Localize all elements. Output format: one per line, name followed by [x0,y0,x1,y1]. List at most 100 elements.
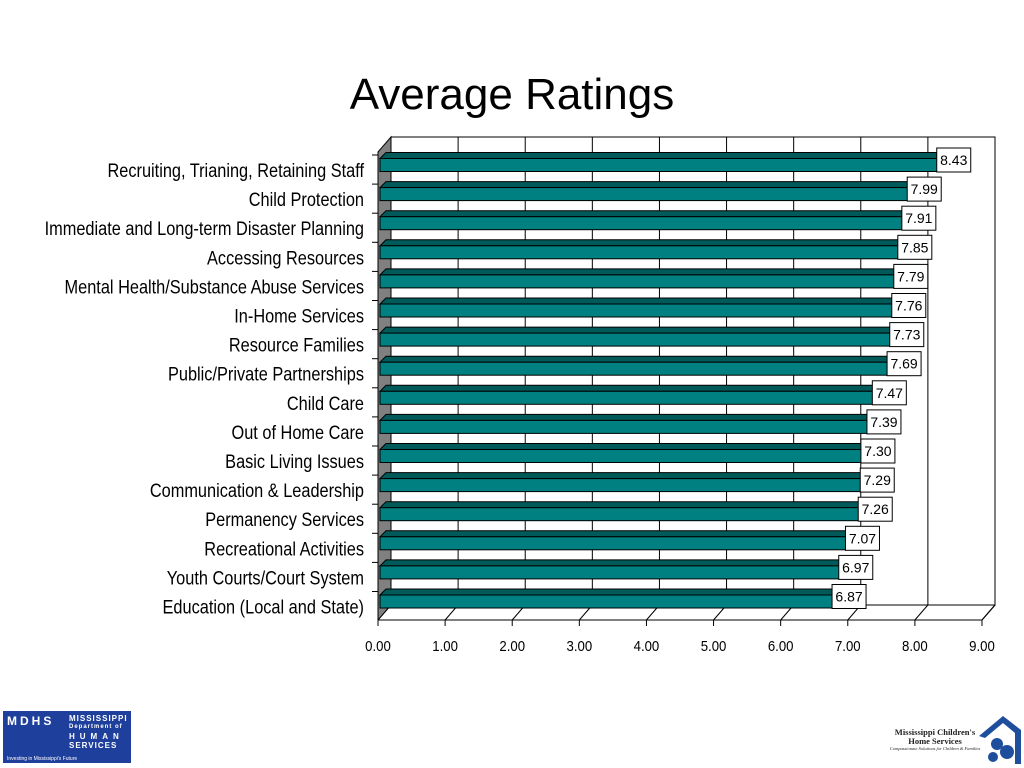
bar [379,158,945,172]
category-label: Immediate and Long-term Disaster Plannin… [45,218,364,239]
data-label-box [860,438,896,464]
bar-top [378,472,875,480]
bar-top [378,181,922,189]
bar-top [378,326,904,334]
bar [379,594,840,609]
x-tick-label: 1.00 [432,637,458,654]
bar-top [378,501,873,509]
bar-chart: 0.00 1.00 2.00 3.00 4.00 5.00 6.00 7.00 8.00 9.00… [45,135,996,654]
mdhs-abbr: MDHS [7,714,55,728]
data-label-box [891,293,927,318]
data-label: 8.43 [940,152,967,168]
bar [379,449,869,463]
mdhs-logo: MDHS MISSISSIPPI Department of HUMAN SER… [3,711,131,763]
data-label: 7.79 [897,268,924,284]
bar-top [378,443,876,450]
bar [379,390,880,405]
x-tick-label: 6.00 [768,637,794,654]
bar [379,245,906,260]
mdhs-line: HUMAN [69,732,124,741]
data-label: 7.26 [862,501,889,517]
data-label-box [897,234,933,260]
bar-top [378,239,913,247]
category-label: Accessing Resources [207,247,364,268]
data-label-box [906,176,942,202]
data-label-box [936,147,972,173]
mdhs-tagline: Investing in Mississippi's Future [7,756,78,762]
category-label: Basic Living Issues [225,451,364,472]
x-tick-label: 2.00 [499,637,525,654]
bar [379,361,895,376]
bar [379,536,853,551]
chart-title: Average Ratings [349,70,675,119]
x-tick-label: 4.00 [634,637,660,654]
data-label: 7.85 [901,239,928,255]
category-label: Public/Private Partnerships [168,364,364,385]
mchs-tagline: Compassionate Solutions for Children & F… [889,746,981,751]
data-label-box [838,554,874,580]
bar-top [378,355,902,363]
x-tick-label: 8.00 [902,637,928,654]
bar [379,478,868,493]
bar-top [378,413,882,421]
mchs-name: Home Services [908,736,962,746]
bar [379,303,900,318]
bar [379,216,910,231]
bar [379,419,875,434]
category-label: Youth Courts/Court System [167,567,364,588]
data-label-box [844,525,880,551]
data-label-box [859,467,895,493]
house-logo-icon [979,716,1021,764]
data-label-box [871,380,907,406]
category-label: Education (Local and State) [163,596,364,617]
bar-top [378,384,887,392]
bar [379,332,898,347]
category-label: Communication & Leadership [150,480,364,501]
data-label-box [901,205,937,231]
x-tick-label: 5.00 [701,637,727,654]
data-label: 7.76 [895,298,922,314]
data-label-box [886,351,922,377]
mchs-name: Mississippi Children's [894,727,976,737]
data-label-box [831,584,867,609]
bar-top [378,559,853,567]
data-label: 7.29 [864,472,891,488]
floor-edge [981,604,996,621]
data-label: 6.97 [842,559,869,575]
bar [379,507,866,522]
category-label: Out of Home Care [232,422,365,443]
data-label: 7.30 [864,443,891,459]
category-label: Permanency Services [205,509,364,530]
mchs-logo: Mississippi Children's Home Services Com… [885,727,985,752]
mdhs-line: SERVICES [69,741,118,750]
category-label: In-Home Services [234,305,364,326]
category-label: Mental Health/Substance Abuse Services [65,276,365,297]
data-label-box [889,322,925,348]
mdhs-line: Department of [69,724,123,730]
bar [379,274,902,289]
data-label: 7.91 [905,210,932,226]
x-tick-label: 3.00 [567,637,593,654]
data-label-box [866,409,902,435]
data-label: 7.47 [876,385,903,401]
x-tick-label: 0.00 [365,637,391,654]
category-label: Resource Families [229,334,364,355]
mdhs-line: MISSISSIPPI [69,714,128,723]
bar-top [378,268,909,276]
category-label: Child Care [287,393,364,414]
category-label: Child Protection [249,189,364,210]
data-label: 7.99 [911,181,938,197]
x-tick-label: 7.00 [835,637,861,654]
bar-top [378,152,951,159]
data-label: 7.69 [890,356,917,372]
category-label: Recruiting, Trianing, Retaining Staff [107,160,364,181]
bar-top [378,297,906,305]
bar-top [378,530,860,538]
bar [379,187,915,202]
floor-gridline [914,604,929,621]
x-tick-label: 9.00 [969,637,995,654]
data-label-box [893,263,929,289]
bar-top [378,588,847,596]
data-label-box [857,496,893,522]
category-label: Recreational Activities [204,538,364,559]
